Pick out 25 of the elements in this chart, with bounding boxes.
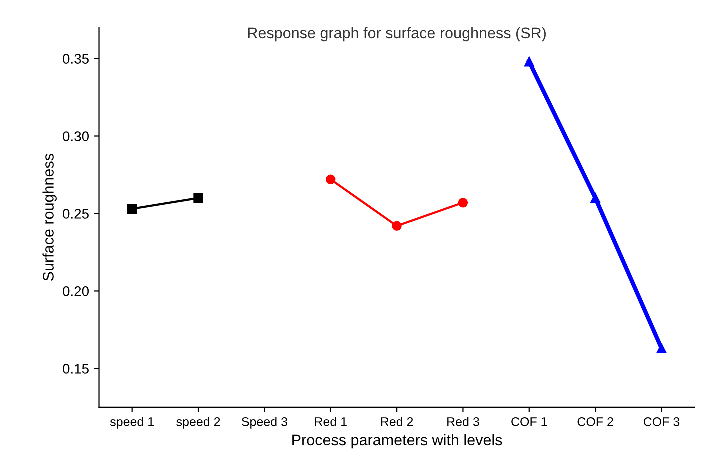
x-tick-label: COF 1 [512, 417, 548, 426]
y-axis-title: Surface roughness [42, 154, 57, 282]
y-tick-label: 0.25 [63, 209, 89, 219]
point [590, 193, 600, 204]
point [127, 204, 138, 214]
point [194, 193, 204, 204]
x-tick-label: COF 3 [644, 417, 680, 426]
x-tick-label: Red 3 [448, 417, 480, 426]
y-tick-label: 0.30 [63, 132, 89, 142]
x-tick-label: Red 2 [381, 417, 414, 426]
point [524, 57, 534, 67]
x-tick-label: Red 1 [315, 417, 347, 426]
chart-title: Response graph for surface roughness (SR) [248, 27, 546, 42]
y-tick-label: 0.35 [63, 54, 89, 64]
x-tick-label: speed 2 [176, 417, 220, 429]
y-tick-label: 0.20 [63, 286, 89, 296]
x-tick-label: speed 1 [110, 417, 154, 429]
point [392, 221, 402, 231]
point [656, 344, 667, 354]
point [458, 198, 468, 208]
x-tick-label: COF 2 [578, 417, 614, 426]
x-tick-label: Speed 3 [242, 417, 288, 429]
point [326, 174, 336, 185]
x-axis-title: Process parameters with levels [292, 434, 502, 449]
y-tick-label: 0.15 [63, 364, 89, 374]
